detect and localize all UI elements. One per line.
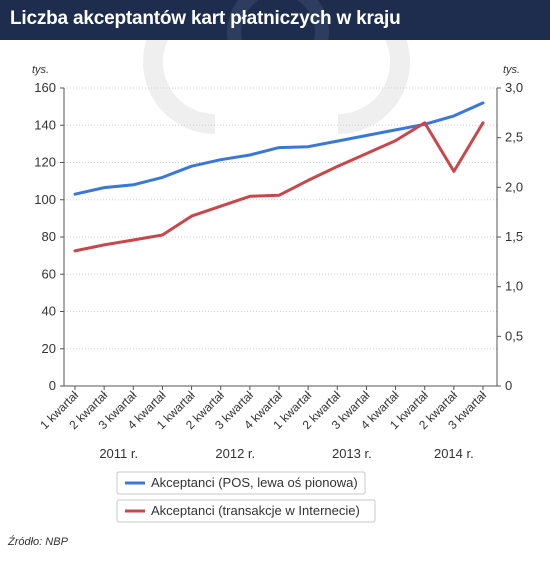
legend-item: Akceptanci (POS, lewa oś pionowa) [116, 471, 366, 495]
right-axis-unit: tys. [503, 64, 520, 76]
left-tick-label: 40 [42, 304, 56, 319]
series-line-internet [73, 121, 485, 253]
right-tick-label: 2,5 [505, 130, 523, 145]
source-note: Źródło: NBP [8, 536, 68, 548]
right-tick-label: 1,5 [505, 229, 523, 244]
left-tick-label: 120 [34, 155, 56, 170]
legend-box [116, 471, 366, 495]
right-tick-label: 1,0 [505, 279, 523, 294]
year-label: 2011 r. [99, 446, 138, 461]
grid-lines [64, 87, 497, 387]
left-axis: 0 20 40 60 80 100 120 140 160 [34, 80, 65, 393]
left-tick-label: 60 [42, 266, 56, 281]
watermark-logo [227, 0, 329, 40]
legend-item: Akceptanci (transakcje w Internecie) [116, 499, 376, 523]
year-labels: 2011 r. 2012 r. 2013 r. 2014 r. [99, 446, 473, 461]
left-tick-label: 100 [34, 192, 56, 207]
legend-label: Akceptanci (POS, lewa oś pionowa) [151, 475, 358, 490]
year-label: 2013 r. [332, 446, 372, 461]
year-label: 2014 r. [434, 446, 474, 461]
watermark-logo-bg [143, 0, 410, 134]
year-label: 2012 r. [215, 446, 255, 461]
right-axis: 0 0,5 1,0 1,5 2,0 2,5 3,0 [496, 80, 523, 393]
left-tick-label: 140 [34, 117, 56, 132]
title-bar: Liczba akceptantów kart płatniczych w kr… [0, 0, 550, 40]
line-chart: 0 20 40 60 80 100 120 140 160 0 0,5 1,0 1,5 2,0 2,5 3,… [32, 0, 523, 523]
right-tick-label: 0,5 [505, 328, 523, 343]
right-tick-label: 0 [505, 378, 512, 393]
left-tick-label: 20 [42, 341, 56, 356]
legend-label: Akceptanci (transakcje w Internecie) [151, 503, 360, 518]
series-lines [73, 101, 485, 253]
left-axis-unit: tys. [32, 64, 49, 76]
left-tick-label: 0 [49, 378, 56, 393]
right-tick-label: 3,0 [505, 80, 523, 95]
page-title: Liczba akceptantów kart płatniczych w kr… [10, 8, 401, 29]
legend-box [116, 499, 376, 523]
right-tick-label: 2,0 [505, 179, 523, 194]
left-tick-label: 80 [42, 229, 56, 244]
left-tick-label: 160 [34, 80, 56, 95]
series-line-pos [73, 101, 485, 196]
legend: Akceptanci (POS, lewa oś pionowa) Akcepta… [116, 471, 376, 523]
